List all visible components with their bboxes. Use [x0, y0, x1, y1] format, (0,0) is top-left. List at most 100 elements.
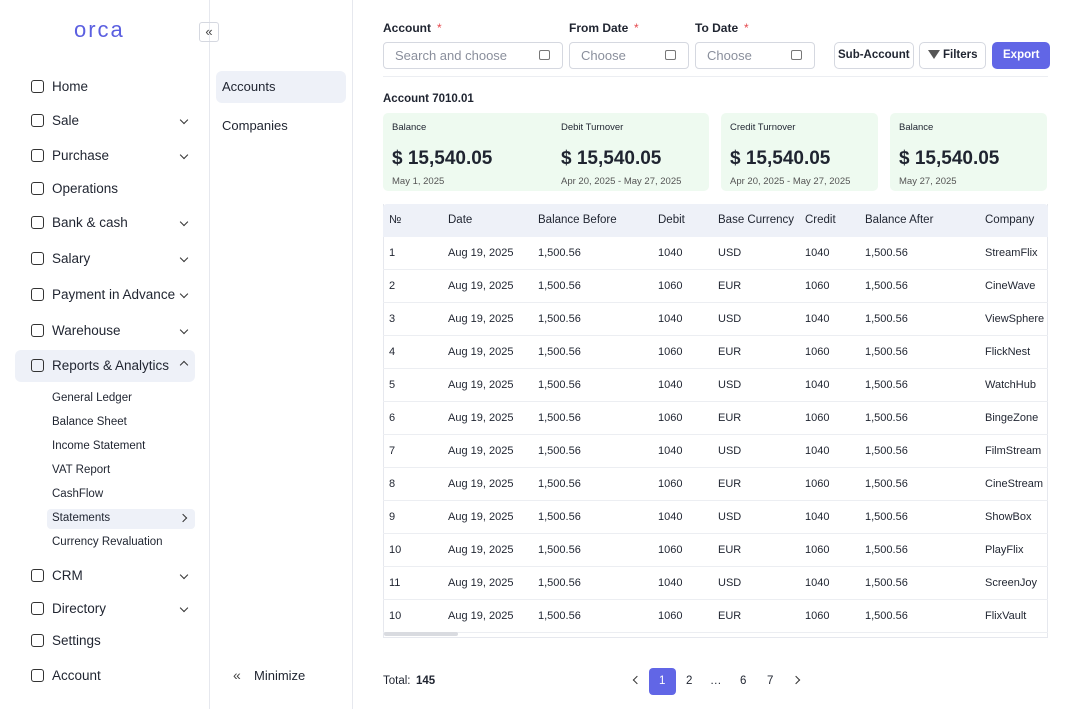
row-border: [383, 434, 1048, 435]
button[interactable]: [919, 42, 986, 69]
card-label: Balance: [392, 122, 427, 133]
row-border: [383, 269, 1048, 270]
subnav-item[interactable]: Statements: [52, 512, 111, 524]
subnav-item[interactable]: Balance Sheet: [52, 416, 127, 428]
table-header-cell: Company: [985, 214, 1035, 226]
table-cell: 1,500.56: [538, 346, 581, 358]
table-cell: USD: [718, 577, 742, 589]
page-button[interactable]: …: [710, 675, 722, 687]
table-cell: 1060: [658, 478, 683, 490]
row-border: [383, 599, 1048, 600]
row-border: [383, 632, 1048, 633]
collapse-button[interactable]: «: [199, 22, 219, 42]
nav-item[interactable]: Directory: [52, 601, 107, 616]
nav-icon: [31, 216, 44, 229]
row-border: [383, 368, 1048, 369]
table-cell: 1040: [658, 247, 683, 259]
card-label: Debit Turnover: [561, 122, 624, 133]
subnav-item[interactable]: Currency Revaluation: [52, 536, 163, 548]
table-cell: 1,500.56: [538, 313, 581, 325]
table-cell: 1060: [805, 610, 830, 622]
nav-icon: [31, 359, 44, 372]
table-cell: 1,500.56: [865, 346, 908, 358]
nav-item[interactable]: Salary: [52, 251, 91, 266]
subpanel: [210, 0, 353, 709]
table-cell: 10: [389, 610, 402, 622]
table-cell: 1060: [805, 478, 830, 490]
nav-item[interactable]: Purchase: [52, 148, 110, 163]
table-cell: ViewSphere: [985, 313, 1045, 325]
nav-item[interactable]: CRM: [52, 568, 83, 583]
card-amount: $ 15,540.05: [730, 148, 831, 169]
nav-item[interactable]: Payment in Advance: [52, 287, 176, 302]
subnav-item[interactable]: General Ledger: [52, 392, 132, 404]
table-cell: 1,500.56: [865, 577, 908, 589]
page-button[interactable]: 7: [767, 675, 774, 687]
minimize[interactable]: Minimize: [254, 668, 306, 683]
nav-item[interactable]: Warehouse: [52, 323, 121, 338]
table-cell: 1,500.56: [538, 478, 581, 490]
nav-item[interactable]: Bank & cash: [52, 215, 128, 230]
table-cell: Aug 19, 2025: [448, 610, 514, 622]
chevron: [632, 675, 642, 685]
nav-item[interactable]: Operations: [52, 181, 119, 196]
subnav-item[interactable]: Income Statement: [52, 440, 146, 452]
table-cell: 1,500.56: [538, 577, 581, 589]
subnav-item[interactable]: VAT Report: [52, 464, 111, 476]
page-button[interactable]: 2: [686, 675, 693, 687]
table-cell: 11: [389, 577, 401, 589]
table-cell: 1040: [805, 313, 830, 325]
table-header-cell: №: [389, 214, 402, 226]
button-label: Sub-Account: [838, 49, 910, 61]
table-header-cell: Date: [448, 214, 473, 226]
card-date: Apr 20, 2025 - May 27, 2025: [561, 176, 682, 187]
table-cell: 1,500.56: [538, 544, 581, 556]
table-cell: 1060: [658, 412, 683, 424]
input[interactable]: [569, 42, 689, 69]
subpanel-item[interactable]: Accounts: [222, 79, 276, 94]
table-cell: Aug 19, 2025: [448, 412, 514, 424]
card-amount: $ 15,540.05: [561, 148, 662, 169]
table-cell: 1,500.56: [538, 247, 581, 259]
page-button[interactable]: 6: [740, 675, 747, 687]
input[interactable]: [383, 42, 563, 69]
table-cell: EUR: [718, 346, 742, 358]
nav-item[interactable]: Reports & Analytics: [52, 358, 170, 373]
table-cell: 9: [389, 511, 396, 523]
button[interactable]: [992, 42, 1050, 69]
nav-item[interactable]: Sale: [52, 113, 80, 128]
required-mark: *: [744, 21, 749, 35]
table-cell: 1,500.56: [865, 280, 908, 292]
subnav-item[interactable]: CashFlow: [52, 488, 104, 500]
table-cell: 2: [389, 280, 396, 292]
table-cell: 8: [389, 478, 396, 490]
table-cell: 1,500.56: [865, 379, 908, 391]
input-icon: [539, 50, 550, 60]
filter-icon: [928, 50, 940, 59]
card-label: Credit Turnover: [730, 122, 796, 133]
table-cell: FilmStream: [985, 445, 1042, 457]
card-amount: $ 15,540.05: [392, 148, 493, 169]
table-cell: EUR: [718, 610, 742, 622]
table-cell: 10: [389, 544, 402, 556]
nav-icon: [31, 602, 44, 615]
subpanel-item[interactable]: Companies: [222, 118, 288, 133]
logo: orca: [74, 17, 125, 42]
table-cell: ShowBox: [985, 511, 1032, 523]
input-icon: [791, 50, 802, 60]
row-border: [383, 467, 1048, 468]
nav-item[interactable]: Settings: [52, 633, 101, 648]
nav-icon: [31, 149, 44, 162]
input[interactable]: [695, 42, 815, 69]
minimize-icon: «: [233, 667, 241, 683]
nav-item[interactable]: Home: [52, 79, 89, 94]
scrollbar[interactable]: [384, 632, 458, 636]
table-cell: Aug 19, 2025: [448, 346, 514, 358]
nav-item[interactable]: Account: [52, 668, 101, 683]
table-cell: WatchHub: [985, 379, 1036, 391]
page-button[interactable]: 1: [659, 675, 666, 687]
chevron: [791, 675, 801, 685]
table-cell: ScreenJoy: [985, 577, 1037, 589]
button[interactable]: [834, 42, 914, 69]
